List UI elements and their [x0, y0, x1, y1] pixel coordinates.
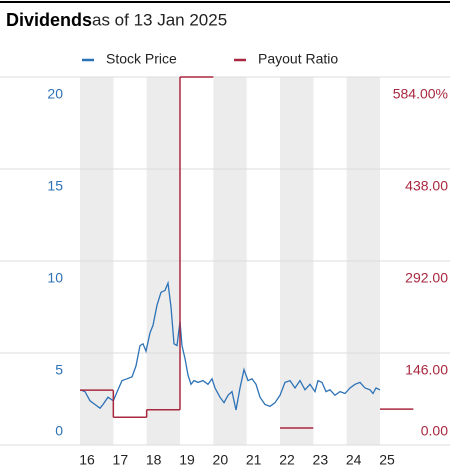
- y-tick-label: 10: [47, 270, 63, 286]
- x-tick-label: 25: [379, 452, 395, 468]
- x-tick-label: 22: [279, 452, 295, 468]
- price-line: [79, 280, 381, 411]
- y2-tick-label: 584.00%: [393, 86, 448, 102]
- y2-tick-label: 438.00: [405, 178, 448, 194]
- x-tick-label: 20: [213, 452, 229, 468]
- chart-title: Dividends: [6, 10, 92, 30]
- x-tick-label: 23: [313, 452, 329, 468]
- y2-tick-label: 146.00: [405, 362, 448, 378]
- y2-tick-label: 0.00: [421, 423, 448, 439]
- legend-label: Payout Ratio: [258, 51, 338, 67]
- chart-subtitle: as of 13 Jan 2025: [92, 10, 227, 29]
- x-tick-label: 18: [146, 452, 162, 468]
- x-tick-label: 24: [346, 452, 362, 468]
- x-tick-label: 17: [113, 452, 129, 468]
- y-tick-label: 15: [47, 178, 63, 194]
- y-tick-label: 20: [47, 86, 63, 102]
- y-tick-label: 0: [55, 423, 63, 439]
- y-tick-label: 5: [55, 362, 63, 378]
- y2-tick-label: 292.00: [405, 270, 448, 286]
- legend-label: Stock Price: [106, 51, 177, 67]
- x-tick-label: 19: [179, 452, 195, 468]
- x-tick-label: 16: [79, 452, 95, 468]
- x-tick-label: 21: [246, 452, 262, 468]
